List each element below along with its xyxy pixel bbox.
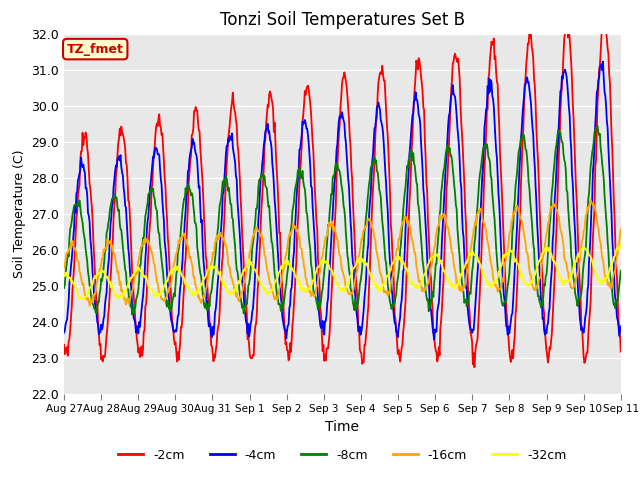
Text: TZ_fmet: TZ_fmet <box>67 43 124 56</box>
Title: Tonzi Soil Temperatures Set B: Tonzi Soil Temperatures Set B <box>220 11 465 29</box>
X-axis label: Time: Time <box>325 420 360 433</box>
Y-axis label: Soil Temperature (C): Soil Temperature (C) <box>13 149 26 278</box>
Legend: -2cm, -4cm, -8cm, -16cm, -32cm: -2cm, -4cm, -8cm, -16cm, -32cm <box>113 444 572 467</box>
